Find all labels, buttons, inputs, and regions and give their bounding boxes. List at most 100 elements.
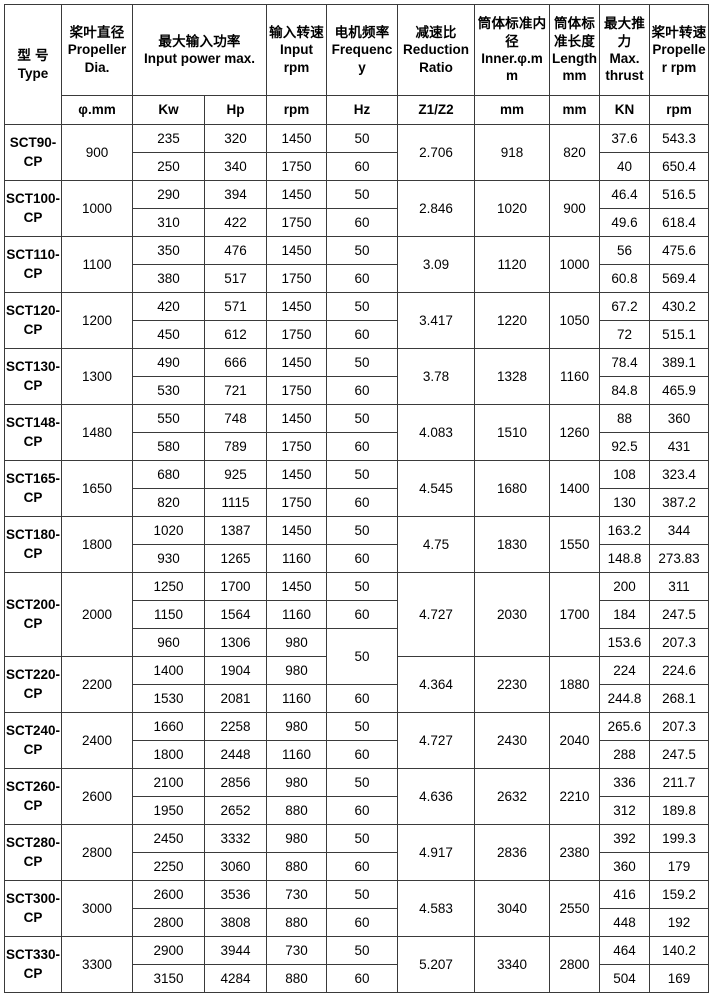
cell-dia: 900 xyxy=(61,124,133,181)
cell-input-rpm: 730 xyxy=(266,880,328,909)
cell-max-thrust: 336 xyxy=(599,768,651,797)
cell-frequency: 60 xyxy=(326,684,399,713)
cell-input-rpm: 880 xyxy=(266,964,328,993)
header-type-en: Type xyxy=(17,65,49,81)
table-row: 310 422 1750 60 49.6 618.4 xyxy=(5,208,710,237)
unit-hz: Hz xyxy=(326,95,399,125)
table-row: SCT240-CP 2400 1660 2258 980 50 4.727 2430 2040 2… xyxy=(4,712,710,769)
header-type-cn: 型 号 xyxy=(17,48,49,64)
cell-kw: 420 xyxy=(132,292,205,321)
cell-dia: 1650 xyxy=(61,460,133,517)
cell-length: 1260 xyxy=(549,404,601,461)
cell-type: SCT130-CP xyxy=(4,348,62,405)
cell-frequency: 60 xyxy=(326,320,399,349)
cell-input-rpm: 980 xyxy=(266,712,328,741)
table-body: SCT90-CP 900 235 320 1450 50 2.706 918 820 37.6 54… xyxy=(4,124,710,993)
cell-type: SCT120-CP xyxy=(4,292,62,349)
cell-max-thrust: 67.2 xyxy=(599,292,651,321)
cell-hp: 666 xyxy=(203,348,268,377)
cell-kw: 680 xyxy=(132,460,205,489)
cell-inner-dia: 2836 xyxy=(474,824,551,881)
unit-prpm: rpm xyxy=(649,95,710,125)
cell-reduction-ratio: 5.207 xyxy=(397,936,476,993)
cell-hp: 2258 xyxy=(203,712,268,741)
cell-type: SCT110-CP xyxy=(4,236,62,293)
cell-reduction-ratio: 4.727 xyxy=(397,572,476,657)
header-dia: 桨叶直径 Propeller Dia. xyxy=(61,4,133,96)
header-input-rpm-cn: 输入转速 xyxy=(269,25,324,41)
cell-input-rpm: 1750 xyxy=(266,152,328,181)
cell-input-rpm: 730 xyxy=(266,936,328,965)
cell-max-thrust: 244.8 xyxy=(599,684,651,713)
cell-reduction-ratio: 2.846 xyxy=(397,180,476,237)
cell-kw: 1660 xyxy=(132,712,205,741)
header-frequency: 电机频率 Frequency xyxy=(326,4,399,96)
cell-propeller-rpm: 323.4 xyxy=(649,460,710,489)
cell-max-thrust: 288 xyxy=(599,740,651,769)
cell-type: SCT100-CP xyxy=(4,180,62,237)
table-row: 450 612 1750 60 72 515.1 xyxy=(5,320,710,349)
header-length-cn: 筒体标准长度 xyxy=(553,16,596,49)
header-inner-dia-cn: 筒体标准内径 xyxy=(477,16,547,49)
cell-propeller-rpm: 431 xyxy=(649,432,710,461)
table-row: 250 340 1750 60 40 650.4 xyxy=(5,152,710,181)
unit-ratio: Z1/Z2 xyxy=(397,95,476,125)
cell-propeller-rpm: 387.2 xyxy=(649,488,710,517)
cell-kw: 3150 xyxy=(132,964,205,993)
cell-frequency: 60 xyxy=(326,376,399,405)
table-row: SCT165-CP 1650 680 925 1450 50 4.545 1680 1400 10… xyxy=(4,460,710,517)
cell-propeller-rpm: 569.4 xyxy=(649,264,710,293)
cell-length: 2040 xyxy=(549,712,601,769)
cell-frequency: 60 xyxy=(326,740,399,769)
cell-frequency: 60 xyxy=(326,600,399,629)
cell-kw: 530 xyxy=(132,376,205,405)
cell-type: SCT148-CP xyxy=(4,404,62,461)
cell-kw: 235 xyxy=(132,124,205,153)
cell-type: SCT90-CP xyxy=(4,124,62,181)
cell-hp: 2081 xyxy=(203,684,268,713)
cell-reduction-ratio: 3.09 xyxy=(397,236,476,293)
cell-dia: 1480 xyxy=(61,404,133,461)
cell-dia: 1000 xyxy=(61,180,133,237)
cell-max-thrust: 392 xyxy=(599,824,651,853)
header-length: 筒体标准长度 Length mm xyxy=(549,4,601,96)
table-row: SCT180-CP 1800 1020 1387 1450 50 4.75 1830 1550 1… xyxy=(4,516,710,573)
cell-propeller-rpm: 199.3 xyxy=(649,824,710,853)
cell-max-thrust: 88 xyxy=(599,404,651,433)
cell-max-thrust: 46.4 xyxy=(599,180,651,209)
cell-hp: 748 xyxy=(203,404,268,433)
cell-frequency: 50 xyxy=(326,236,399,265)
cell-propeller-rpm: 207.3 xyxy=(649,712,710,741)
cell-input-rpm: 1450 xyxy=(266,292,328,321)
cell-frequency: 50 xyxy=(326,712,399,741)
cell-dia: 2800 xyxy=(61,824,133,881)
table-header: 型 号 Type 桨叶直径 Propeller Dia. 最大输入功率 Inpu… xyxy=(4,4,710,125)
cell-reduction-ratio: 4.636 xyxy=(397,768,476,825)
cell-max-thrust: 153.6 xyxy=(599,628,651,657)
cell-inner-dia: 1328 xyxy=(474,348,551,405)
cell-max-thrust: 163.2 xyxy=(599,516,651,545)
cell-dia: 2200 xyxy=(61,656,133,713)
table-row: 1150 1564 1160 60 184 247.5 xyxy=(5,600,710,629)
cell-input-rpm: 1450 xyxy=(266,180,328,209)
cell-max-thrust: 312 xyxy=(599,796,651,825)
header-dia-cn: 桨叶直径 xyxy=(69,25,125,41)
header-max-thrust-cn: 最大推力 xyxy=(603,16,646,49)
cell-type: SCT220-CP xyxy=(4,656,62,713)
cell-reduction-ratio: 4.545 xyxy=(397,460,476,517)
header-inner-dia: 筒体标准内径 Inner.φ.mm xyxy=(474,4,551,96)
cell-inner-dia: 1680 xyxy=(474,460,551,517)
table-row: SCT300-CP 3000 2600 3536 730 50 4.583 3040 2550 4… xyxy=(4,880,710,937)
cell-kw: 2800 xyxy=(132,908,205,937)
cell-type: SCT180-CP xyxy=(4,516,62,573)
cell-kw: 1020 xyxy=(132,516,205,545)
cell-dia: 1100 xyxy=(61,236,133,293)
header-inner-dia-en: Inner.φ.mm xyxy=(481,51,543,84)
cell-input-rpm: 1450 xyxy=(266,460,328,489)
table-row: SCT110-CP 1100 350 476 1450 50 3.09 1120 1000 56 4… xyxy=(4,236,710,293)
cell-frequency: 60 xyxy=(326,152,399,181)
cell-max-thrust: 464 xyxy=(599,936,651,965)
table-row: SCT280-CP 2800 2450 3332 980 50 4.917 2836 2380 3… xyxy=(4,824,710,881)
cell-hp: 1115 xyxy=(203,488,268,517)
cell-input-rpm: 1450 xyxy=(266,572,328,601)
